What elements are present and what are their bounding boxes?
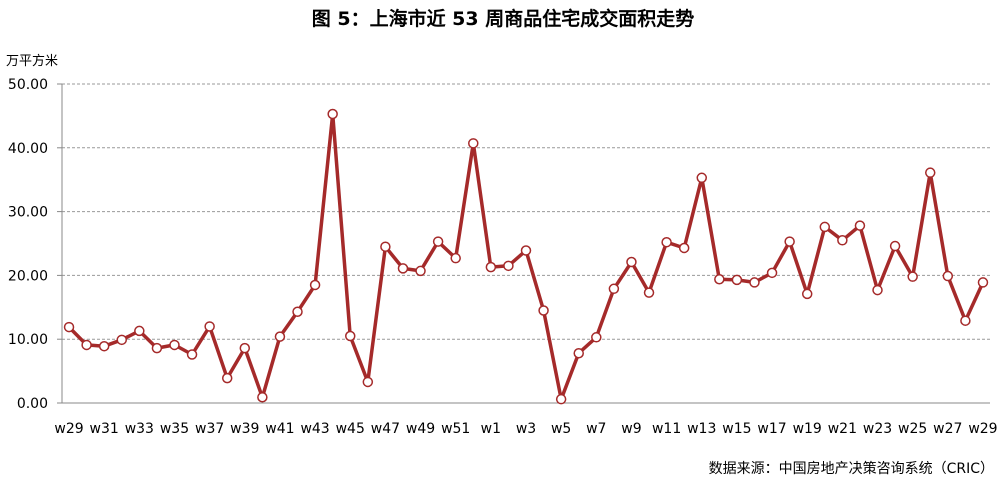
data-point bbox=[116, 334, 128, 346]
data-point bbox=[63, 321, 75, 333]
data-point bbox=[643, 287, 655, 298]
data-point bbox=[837, 235, 848, 246]
data-point bbox=[239, 342, 251, 354]
data-point bbox=[204, 321, 215, 332]
y-axis-unit-label: 万平方米 bbox=[6, 54, 59, 69]
x-tick-label: w49 bbox=[406, 421, 435, 437]
data-point bbox=[450, 252, 461, 264]
x-tick-label: w21 bbox=[828, 421, 857, 437]
data-point bbox=[520, 245, 532, 256]
y-tick-label: 20.00 bbox=[8, 268, 48, 284]
data-point bbox=[696, 172, 708, 184]
data-point bbox=[731, 274, 743, 286]
data-point bbox=[749, 277, 760, 288]
data-point bbox=[468, 138, 479, 149]
y-tick-label: 0.00 bbox=[17, 396, 48, 412]
data-point bbox=[485, 261, 497, 273]
data-point bbox=[907, 271, 918, 282]
data-point bbox=[344, 330, 356, 342]
x-tick-label: w7 bbox=[586, 421, 606, 437]
data-point bbox=[784, 236, 795, 247]
y-tick-label: 10.00 bbox=[8, 332, 48, 348]
data-point bbox=[292, 306, 303, 318]
x-tick-label: w3 bbox=[516, 421, 536, 437]
data-point bbox=[274, 331, 286, 342]
data-point bbox=[538, 305, 549, 316]
data-point bbox=[942, 270, 954, 282]
x-tick-label: w43 bbox=[300, 421, 329, 437]
data-point bbox=[889, 240, 901, 252]
data-point bbox=[591, 332, 602, 343]
x-tick-label: w47 bbox=[371, 421, 400, 437]
x-tick-label: w33 bbox=[125, 421, 154, 437]
data-point bbox=[661, 236, 672, 248]
x-tick-label: w13 bbox=[687, 421, 716, 437]
data-point bbox=[819, 221, 831, 233]
x-tick-label: w41 bbox=[265, 421, 294, 437]
data-point bbox=[924, 167, 936, 178]
data-point bbox=[169, 339, 180, 351]
x-tick-label: w35 bbox=[160, 421, 189, 437]
data-point bbox=[309, 279, 321, 291]
x-tick-label: w27 bbox=[933, 421, 962, 437]
data-point bbox=[626, 256, 637, 268]
x-tick-label: w51 bbox=[441, 421, 470, 437]
data-point bbox=[380, 241, 391, 252]
data-point bbox=[397, 263, 409, 274]
data-point bbox=[257, 392, 268, 403]
data-point bbox=[608, 283, 620, 295]
data-point bbox=[503, 260, 514, 272]
data-point bbox=[186, 349, 198, 360]
data-point bbox=[555, 393, 567, 405]
data-point bbox=[960, 315, 971, 326]
data-point bbox=[801, 288, 813, 300]
data-point bbox=[573, 347, 584, 359]
x-tick-label: w11 bbox=[652, 421, 681, 437]
x-tick-label: w45 bbox=[336, 421, 365, 437]
x-tick-label: w37 bbox=[195, 421, 224, 437]
data-point bbox=[432, 236, 444, 247]
data-point bbox=[98, 340, 110, 352]
data-source-note: 数据来源：中国房地产决策咨询系统（CRIC） bbox=[708, 461, 994, 477]
data-point bbox=[362, 376, 374, 388]
x-tick-label: w23 bbox=[863, 421, 892, 437]
data-point bbox=[327, 108, 338, 120]
data-point bbox=[221, 372, 233, 384]
data-point bbox=[81, 339, 92, 351]
data-point bbox=[678, 242, 690, 254]
x-tick-label: w29 bbox=[54, 421, 83, 437]
data-point bbox=[151, 342, 163, 354]
x-tick-label: w25 bbox=[898, 421, 927, 437]
data-point bbox=[872, 284, 883, 296]
x-tick-label: w39 bbox=[230, 421, 259, 437]
chart-title: 图 5：上海市近 53 周商品住宅成交面积走势 bbox=[311, 8, 695, 30]
y-tick-label: 50.00 bbox=[8, 77, 48, 93]
y-tick-label: 30.00 bbox=[8, 205, 48, 221]
y-tick-label: 40.00 bbox=[8, 141, 48, 157]
data-point bbox=[714, 273, 725, 285]
x-tick-label: w17 bbox=[757, 421, 786, 437]
x-tick-label: w9 bbox=[621, 421, 641, 437]
x-tick-label: w19 bbox=[793, 421, 822, 437]
data-point bbox=[134, 325, 145, 337]
x-tick-label: w5 bbox=[551, 421, 571, 437]
data-point bbox=[766, 267, 778, 279]
data-point bbox=[415, 265, 426, 277]
x-tick-label: w15 bbox=[722, 421, 751, 437]
x-tick-label: w29 bbox=[968, 421, 997, 437]
x-tick-label: w1 bbox=[481, 421, 501, 437]
data-point bbox=[854, 220, 866, 231]
series-line bbox=[67, 112, 985, 401]
x-tick-label: w31 bbox=[90, 421, 119, 437]
data-point bbox=[977, 277, 989, 288]
